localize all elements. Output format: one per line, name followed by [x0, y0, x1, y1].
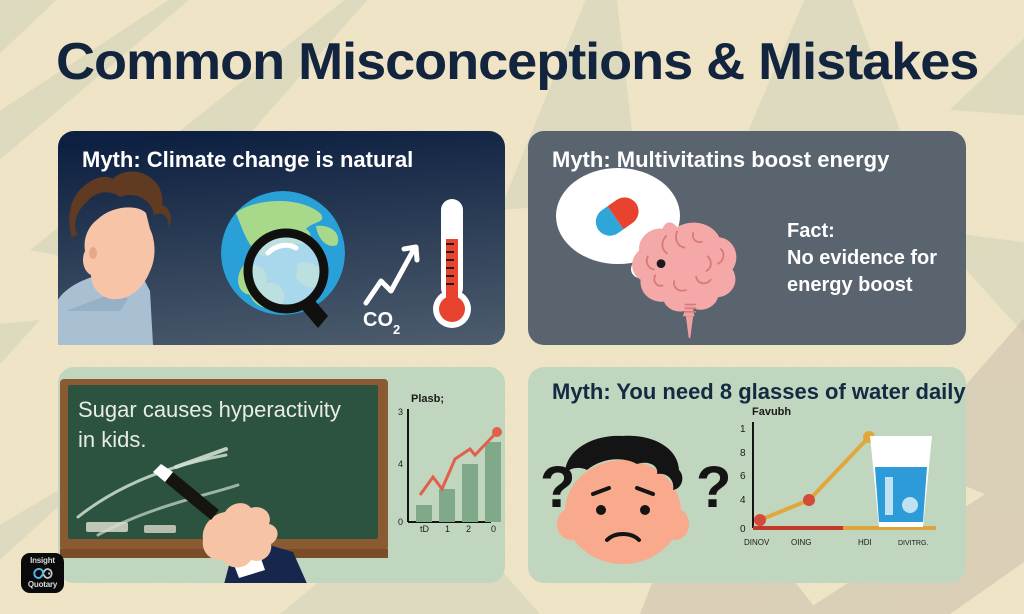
svg-text:in kids.: in kids. [78, 427, 146, 452]
svg-text:Plasb;: Plasb; [411, 393, 444, 405]
svg-text:OING: OING [791, 538, 811, 547]
svg-text:CO2: CO2 [363, 309, 400, 337]
svg-text:2: 2 [466, 524, 471, 534]
svg-text:0: 0 [491, 524, 496, 534]
svg-text:Sugar causes hyperactivity: Sugar causes hyperactivity [78, 397, 341, 422]
svg-text:1: 1 [740, 424, 746, 435]
svg-text:?: ? [696, 455, 731, 520]
svg-text:tD: tD [420, 524, 430, 534]
svg-text:DINOV: DINOV [744, 538, 770, 547]
svg-text:0: 0 [740, 524, 746, 535]
svg-text:0: 0 [398, 517, 403, 527]
svg-text:8: 8 [740, 448, 746, 459]
svg-text:3: 3 [398, 407, 403, 417]
svg-text:Favubh: Favubh [752, 406, 791, 418]
svg-text:4: 4 [740, 495, 746, 506]
svg-text:4: 4 [398, 459, 403, 469]
svg-text:DIVITRG.: DIVITRG. [898, 540, 928, 547]
svg-text:HDI: HDI [858, 538, 872, 547]
svg-text:6: 6 [740, 471, 746, 482]
svg-text:1: 1 [445, 524, 450, 534]
